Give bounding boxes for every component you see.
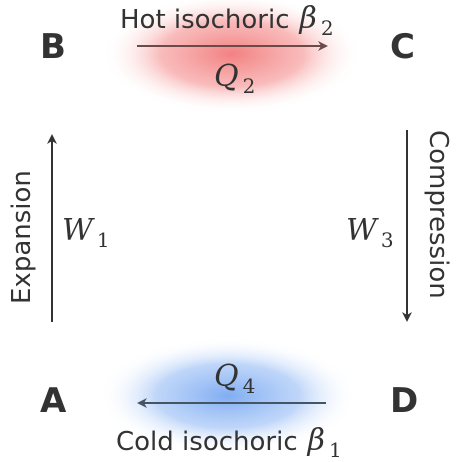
- hot-heat-label: Q 2: [214, 59, 255, 98]
- cold-heat-sub: 4: [243, 374, 256, 398]
- corner-d: D: [390, 381, 418, 421]
- cold-heat-symbol: Q: [214, 359, 239, 394]
- expansion-label: Expansion: [7, 170, 37, 304]
- hot-stroke-label: Hot isochoric: [120, 5, 289, 35]
- compression-label: Compression: [423, 130, 453, 299]
- expansion-work-label: W 1: [62, 213, 110, 252]
- cold-stroke-title: Cold isochoric β 1: [116, 423, 342, 462]
- hot-heat-symbol: Q: [214, 59, 239, 94]
- compression-work-sub: 3: [381, 228, 394, 252]
- compression-work-label: W 3: [346, 213, 394, 252]
- cold-beta-sub: 1: [329, 438, 342, 462]
- hot-beta-symbol: β: [298, 1, 316, 36]
- cold-stroke-label: Cold isochoric: [116, 427, 298, 457]
- hot-stroke-title: Hot isochoric β 2: [120, 1, 334, 40]
- compression-work-symbol: W: [346, 213, 379, 248]
- corner-a: A: [40, 381, 67, 421]
- cold-bath-glow: [98, 338, 358, 454]
- hot-beta-sub: 2: [321, 16, 334, 40]
- expansion-work-sub: 1: [97, 228, 110, 252]
- hot-bath-glow: [102, 0, 362, 114]
- hot-heat-sub: 2: [243, 74, 256, 98]
- corner-b: B: [40, 27, 66, 67]
- expansion-work-symbol: W: [62, 213, 95, 248]
- cold-heat-label: Q 4: [214, 359, 255, 398]
- corner-c: C: [390, 27, 415, 67]
- cold-beta-symbol: β: [307, 423, 325, 458]
